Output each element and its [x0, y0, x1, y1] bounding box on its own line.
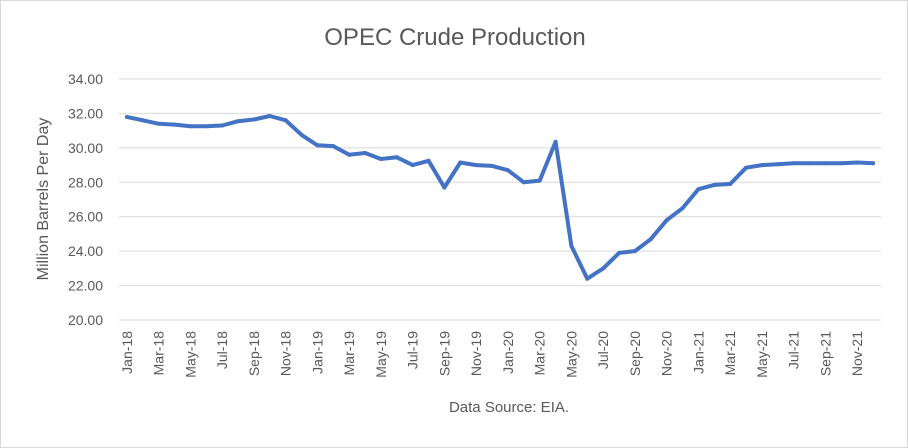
data-point [363, 151, 368, 155]
x-axis-ticks: Jan-18 Mar-18 May-18 Jul-18 Sep-18 Nov-18 Jan-… [119, 331, 865, 378]
data-point [347, 152, 352, 157]
data-point [791, 161, 796, 166]
data-point [617, 250, 622, 255]
data-point [140, 118, 145, 123]
x-tick-label: Mar-19 [341, 331, 357, 376]
data-point [569, 244, 574, 248]
y-tick-label: 26.00 [68, 209, 103, 225]
data-point [728, 182, 733, 186]
data-point [490, 163, 495, 168]
x-tick-label: Jan-18 [119, 331, 135, 374]
data-point [601, 266, 606, 271]
x-tick-label: Jan-20 [500, 331, 516, 374]
data-point [505, 168, 510, 173]
x-tick-label: May-18 [182, 331, 198, 378]
data-point [283, 118, 288, 123]
data-point [204, 124, 209, 129]
data-point [172, 122, 177, 127]
series-layer [124, 114, 876, 281]
data-point [156, 121, 161, 126]
data-point [394, 155, 399, 160]
data-point [632, 249, 637, 254]
data-point [807, 161, 812, 166]
y-tick-label: 32.00 [68, 105, 103, 121]
x-tick-label: May-21 [754, 331, 770, 378]
data-point [537, 178, 542, 183]
data-point [267, 114, 272, 118]
data-point [871, 161, 876, 166]
x-tick-label: Jul-20 [595, 331, 611, 369]
data-point [220, 123, 225, 128]
y-tick-label: 22.00 [68, 278, 103, 294]
data-point [664, 218, 669, 223]
x-tick-label: Sep-21 [817, 331, 833, 376]
data-point [759, 163, 764, 168]
series-line [124, 114, 876, 281]
data-point [124, 114, 129, 119]
x-tick-label: Mar-21 [722, 331, 738, 376]
data-point [648, 237, 653, 242]
y-axis-ticks: 20.00 22.00 24.00 26.00 28.00 30.00 32.00 34.00 [68, 71, 103, 328]
data-point [458, 160, 463, 165]
x-tick-label: Jul-19 [405, 331, 421, 369]
data-point [331, 144, 336, 149]
x-tick-label: Jan-19 [309, 331, 325, 374]
x-tick-label: Nov-21 [849, 331, 865, 376]
x-tick-label: Nov-20 [659, 331, 675, 376]
x-tick-label: Sep-19 [436, 331, 452, 376]
data-point [442, 185, 447, 190]
source-note: Data Source: EIA. [449, 399, 569, 416]
data-point [839, 161, 844, 166]
x-tick-label: Nov-18 [278, 331, 294, 376]
x-tick-label: Jul-18 [214, 331, 230, 369]
data-point [855, 160, 860, 165]
data-point [680, 206, 685, 211]
x-tick-label: May-19 [373, 331, 389, 378]
data-point [299, 132, 304, 137]
data-point [378, 157, 383, 161]
data-point [744, 165, 749, 170]
y-tick-label: 20.00 [68, 312, 103, 328]
y-axis-title: Million Barrels Per Day [35, 118, 52, 281]
x-tick-label: Sep-18 [246, 331, 262, 376]
data-point [696, 187, 701, 192]
data-point [823, 161, 828, 166]
x-tick-label: Jul-21 [786, 331, 802, 369]
data-point [426, 158, 431, 163]
data-point [553, 139, 558, 144]
y-tick-label: 28.00 [68, 174, 103, 190]
gridlines [119, 78, 881, 321]
x-tick-label: Mar-18 [151, 331, 167, 376]
data-point [315, 143, 320, 148]
data-point [236, 119, 241, 124]
x-tick-label: May-20 [563, 331, 579, 378]
data-point [775, 162, 780, 167]
y-tick-label: 30.00 [68, 140, 103, 156]
x-tick-label: Sep-20 [627, 331, 643, 376]
x-tick-label: Jan-21 [690, 331, 706, 374]
data-point [585, 276, 590, 281]
data-point [712, 182, 717, 187]
data-point [188, 124, 193, 129]
data-point [474, 163, 479, 168]
y-tick-label: 24.00 [68, 243, 103, 259]
data-point [410, 163, 415, 168]
chart-title: OPEC Crude Production [324, 24, 585, 51]
x-tick-label: Mar-20 [532, 331, 548, 376]
x-tick-label: Nov-19 [468, 331, 484, 376]
data-point [251, 117, 256, 122]
y-tick-label: 34.00 [68, 71, 103, 87]
data-point [521, 180, 526, 185]
